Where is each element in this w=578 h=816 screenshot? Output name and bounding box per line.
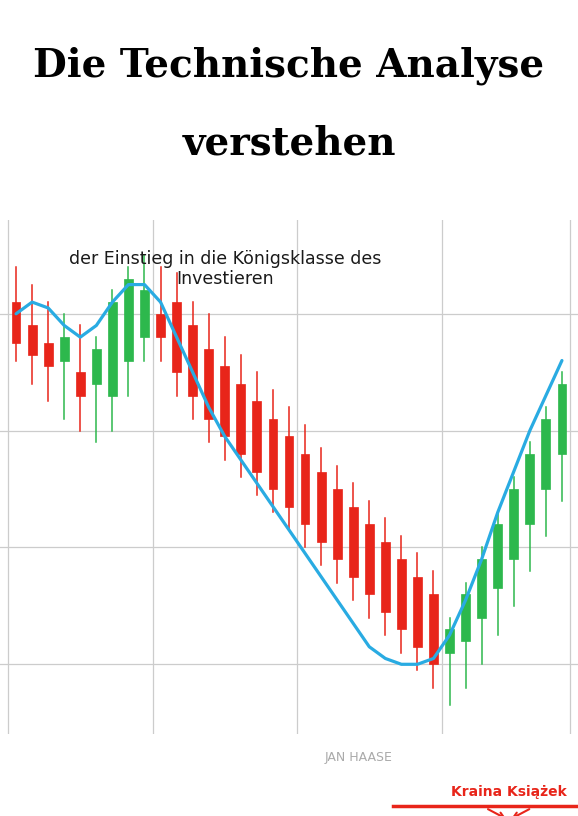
Text: Kraina Książek: Kraina Książek xyxy=(451,784,566,799)
Bar xyxy=(333,489,342,559)
Bar xyxy=(188,326,197,396)
Bar xyxy=(284,437,294,507)
Text: verstehen: verstehen xyxy=(182,124,396,162)
Bar xyxy=(381,542,390,612)
Bar xyxy=(413,577,422,647)
Bar xyxy=(542,419,550,489)
Bar xyxy=(108,302,117,396)
Bar xyxy=(172,302,181,372)
Bar xyxy=(12,302,20,343)
Bar xyxy=(525,454,534,524)
Bar xyxy=(253,401,261,472)
Bar xyxy=(28,326,36,355)
Bar xyxy=(124,279,133,361)
Bar xyxy=(509,489,518,559)
Bar xyxy=(558,384,566,454)
Bar xyxy=(220,366,229,437)
Bar xyxy=(461,594,470,641)
Text: der Einstieg in die Königsklasse des
Investieren: der Einstieg in die Königsklasse des Inv… xyxy=(69,250,381,288)
Text: JAN HAASE: JAN HAASE xyxy=(324,751,392,764)
Bar xyxy=(76,372,85,396)
Bar xyxy=(445,629,454,653)
Text: Die Technische Analyse: Die Technische Analyse xyxy=(34,47,544,86)
Bar xyxy=(301,454,309,524)
Bar xyxy=(92,349,101,384)
Bar xyxy=(397,559,406,629)
Bar xyxy=(60,337,69,361)
Bar xyxy=(429,594,438,664)
Bar xyxy=(156,314,165,337)
Bar xyxy=(493,524,502,588)
Bar xyxy=(204,349,213,419)
Bar xyxy=(236,384,245,454)
Bar xyxy=(477,559,486,618)
Bar xyxy=(349,507,358,577)
Bar xyxy=(269,419,277,489)
Bar xyxy=(140,290,149,337)
Bar xyxy=(317,472,325,542)
Bar xyxy=(365,524,374,594)
Bar xyxy=(44,343,53,366)
